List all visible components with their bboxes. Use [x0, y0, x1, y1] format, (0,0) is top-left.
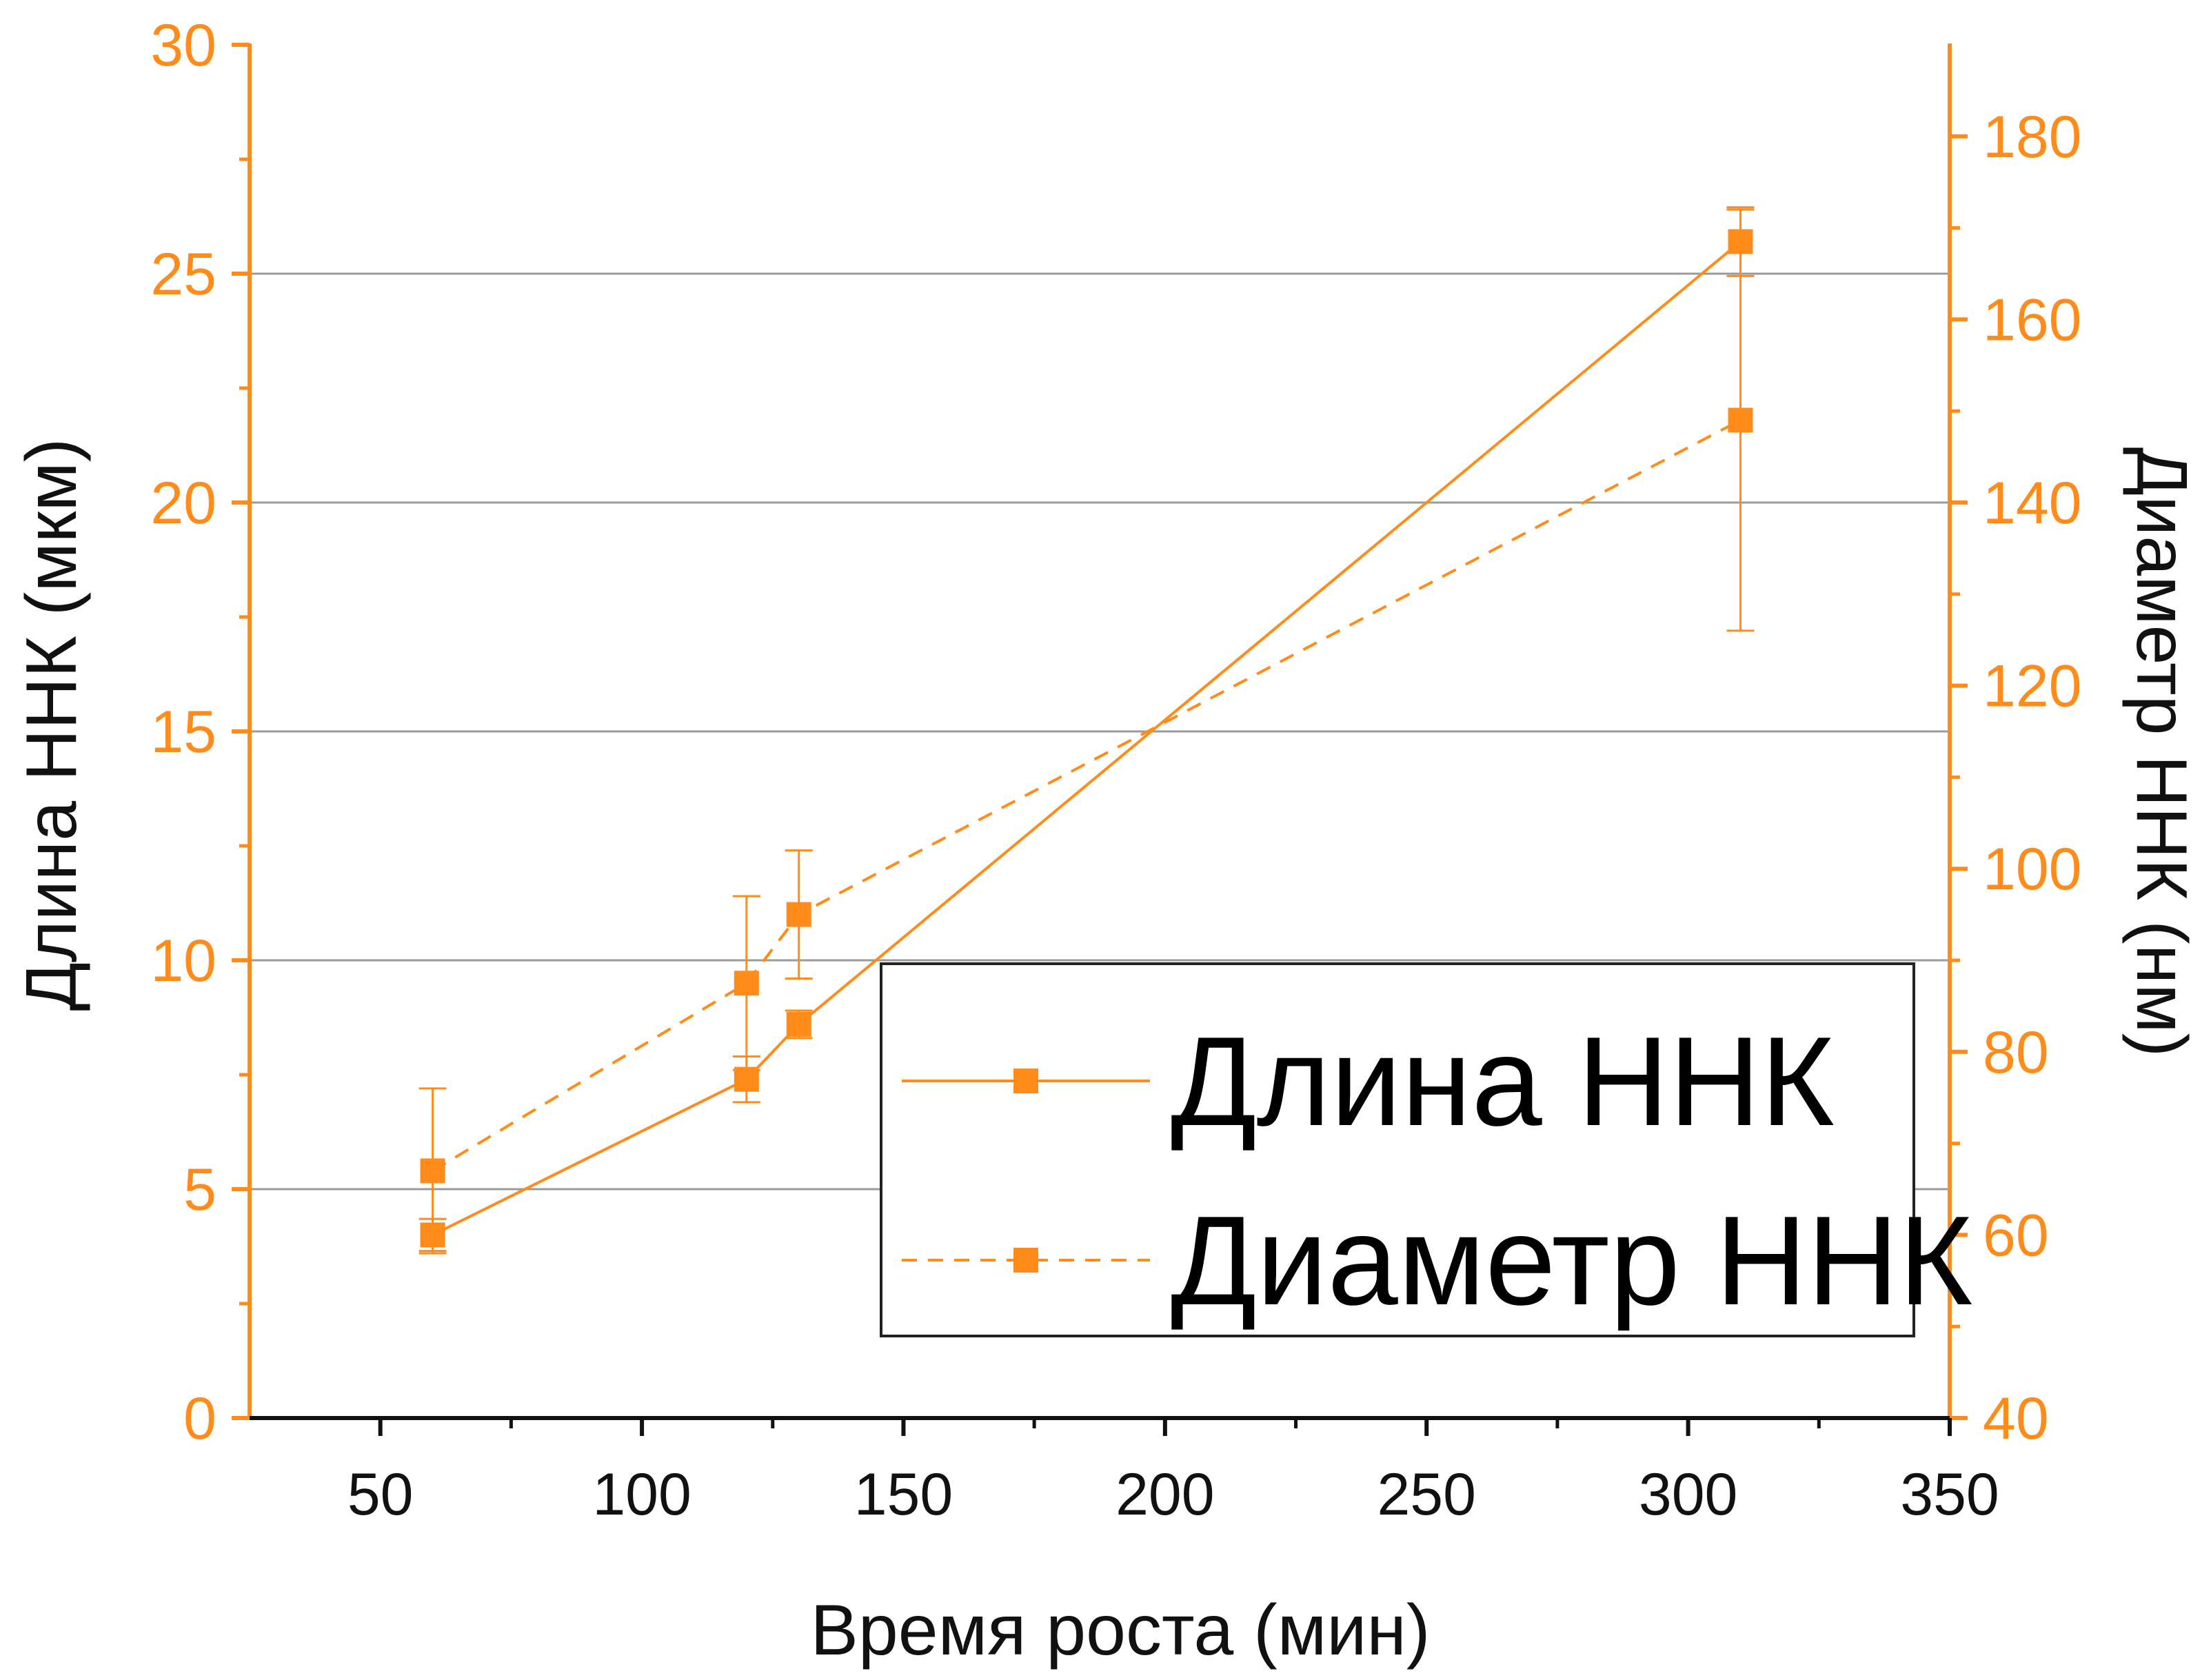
- x-tick-label: 200: [1115, 1461, 1215, 1528]
- left-tick-label: 5: [183, 1157, 216, 1223]
- x-tick-label: 150: [854, 1461, 953, 1528]
- legend-marker-diameter: [1013, 1248, 1038, 1273]
- axes: 0 5 10 15 20 25 30 40 60 80 100 120 140 160 180 50 100 15…: [12, 12, 2201, 1670]
- left-tick-label: 15: [150, 699, 216, 765]
- data-point-length: [786, 1011, 811, 1037]
- series-line-length: [432, 240, 1741, 1237]
- series-line-diameter: [432, 418, 1741, 1173]
- right-tick-label: 160: [1983, 287, 2082, 353]
- legend-label-length: Длина ННК: [1171, 1010, 1835, 1152]
- left-tick-label: 25: [150, 241, 216, 307]
- x-tick-label: 300: [1639, 1461, 1738, 1528]
- legend: Длина ННК Диаметр ННК: [880, 962, 1972, 1337]
- right-tick-label: 100: [1983, 836, 2082, 902]
- left-tick-label: 10: [150, 928, 216, 994]
- right-tick-label: 180: [1983, 104, 2082, 170]
- data-point-diameter: [734, 971, 759, 996]
- data-point-diameter: [1728, 407, 1753, 433]
- data-point-diameter: [786, 902, 811, 927]
- x-tick-label: 50: [347, 1461, 414, 1528]
- left-tick-label: 0: [183, 1386, 216, 1452]
- x-tick-label: 250: [1377, 1461, 1476, 1528]
- x-axis-title: Время роста (мин): [811, 1590, 1431, 1670]
- series-layer: [418, 206, 1755, 1255]
- legend-label-diameter: Диаметр ННК: [1171, 1189, 1972, 1331]
- left-tick-label: 20: [150, 470, 216, 536]
- x-tick-label: 100: [592, 1461, 691, 1528]
- right-tick-label: 140: [1983, 470, 2082, 536]
- right-tick-label: 80: [1983, 1020, 2049, 1086]
- legend-box: [880, 962, 1915, 1337]
- left-tick-label: 30: [150, 12, 216, 79]
- data-point-diameter: [420, 1158, 445, 1184]
- right-axis-title: Диаметр ННК (нм): [2121, 447, 2201, 1057]
- right-tick-label: 120: [1983, 654, 2082, 720]
- right-tick-label: 60: [1983, 1202, 2049, 1268]
- x-tick-label: 350: [1900, 1461, 1999, 1528]
- left-axis-title: Длина ННК (мкм): [12, 438, 92, 1011]
- legend-marker-length: [1013, 1069, 1038, 1093]
- right-tick-label: 40: [1983, 1386, 2049, 1452]
